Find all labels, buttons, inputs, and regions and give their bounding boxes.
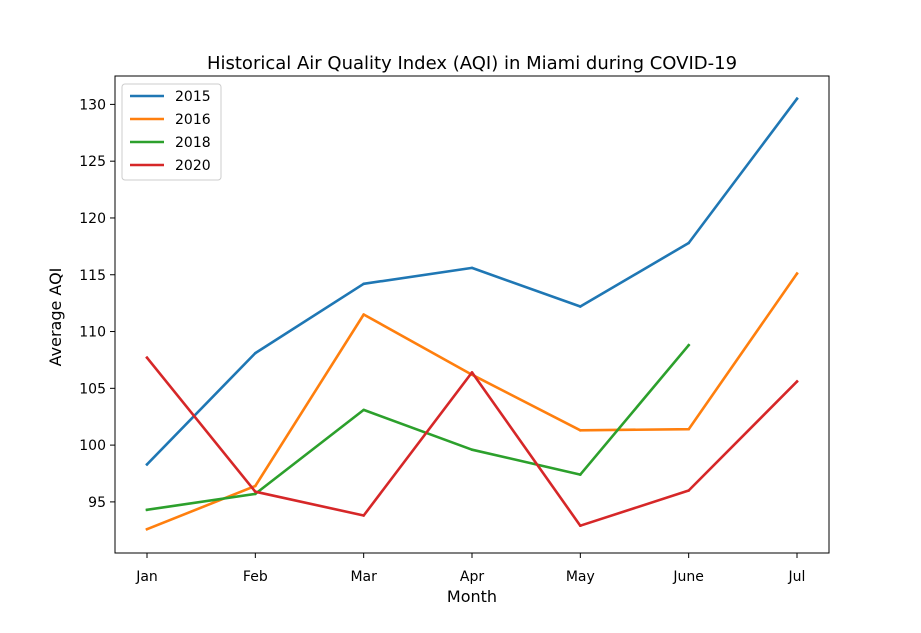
data-point-2018-2 [362, 408, 365, 412]
data-point-2016-4 [579, 429, 582, 432]
data-point-2016-6 [795, 272, 799, 275]
y-tick-label-115: 115 [79, 268, 106, 284]
x-tick-label-mar: Mar [350, 569, 377, 585]
legend-box [121, 83, 222, 181]
x-tick-label-feb: Feb [243, 569, 268, 585]
data-point-2015-1 [254, 351, 257, 355]
data-point-2016-2 [362, 313, 365, 316]
data-point-2015-5 [687, 241, 690, 245]
data-point-2015-4 [579, 305, 582, 308]
y-tick-label-110: 110 [79, 325, 106, 341]
data-point-2018-0 [145, 508, 149, 512]
y-tick-label-125: 125 [79, 154, 106, 170]
series-line-2015 [145, 96, 799, 467]
x-tick-label-jan: Jan [135, 569, 158, 585]
data-point-2015-3 [470, 266, 474, 270]
y-tick-label-105: 105 [79, 381, 106, 397]
data-point-2018-5 [687, 343, 690, 347]
y-axis-label: Average AQI [46, 268, 65, 367]
data-point-2020-2 [362, 514, 365, 517]
series-line-2020 [145, 355, 799, 528]
x-axis-label: Month [447, 587, 497, 606]
plot-frame [114, 75, 830, 554]
legend-label-2015: 2015 [175, 89, 211, 105]
data-point-2020-1 [254, 490, 257, 493]
x-tick-label-june: June [672, 569, 704, 585]
data-point-2015-6 [795, 97, 799, 101]
data-point-2020-4 [579, 524, 582, 528]
data-point-2016-0 [145, 527, 149, 531]
x-tick-label-jul: Jul [788, 569, 806, 585]
x-tick-label-apr: Apr [460, 569, 484, 585]
axes: 95 100 105 110 115 120 125 130 Jan Feb Mar Apr May Ju… [79, 75, 830, 585]
y-tick-label-130: 130 [79, 97, 106, 113]
series-line-2016 [145, 271, 799, 531]
legend: 2015 2016 2018 2020 [121, 83, 222, 181]
data-point-2020-5 [687, 489, 690, 492]
y-tick-label-95: 95 [88, 495, 106, 511]
data-point-2020-6 [795, 380, 799, 383]
series-line-2018 [145, 343, 691, 512]
data-point-2020-3 [470, 371, 474, 374]
data-point-2015-2 [362, 282, 365, 286]
legend-label-2018: 2018 [175, 135, 211, 151]
data-point-2016-1 [254, 484, 257, 488]
y-tick-label-120: 120 [79, 211, 106, 227]
data-point-2016-5 [687, 427, 690, 431]
data-point-2018-1 [254, 492, 257, 496]
plot-area [145, 96, 799, 531]
legend-label-2020: 2020 [175, 158, 211, 174]
legend-label-2016: 2016 [175, 112, 211, 128]
data-point-2020-0 [145, 356, 149, 359]
x-tick-label-may: May [566, 569, 595, 585]
chart-title: Historical Air Quality Index (AQI) in Mi… [207, 53, 737, 74]
data-point-2018-4 [579, 473, 582, 476]
y-tick-label-100: 100 [79, 438, 106, 454]
data-point-2015-0 [145, 463, 149, 466]
data-point-2018-3 [470, 448, 474, 451]
